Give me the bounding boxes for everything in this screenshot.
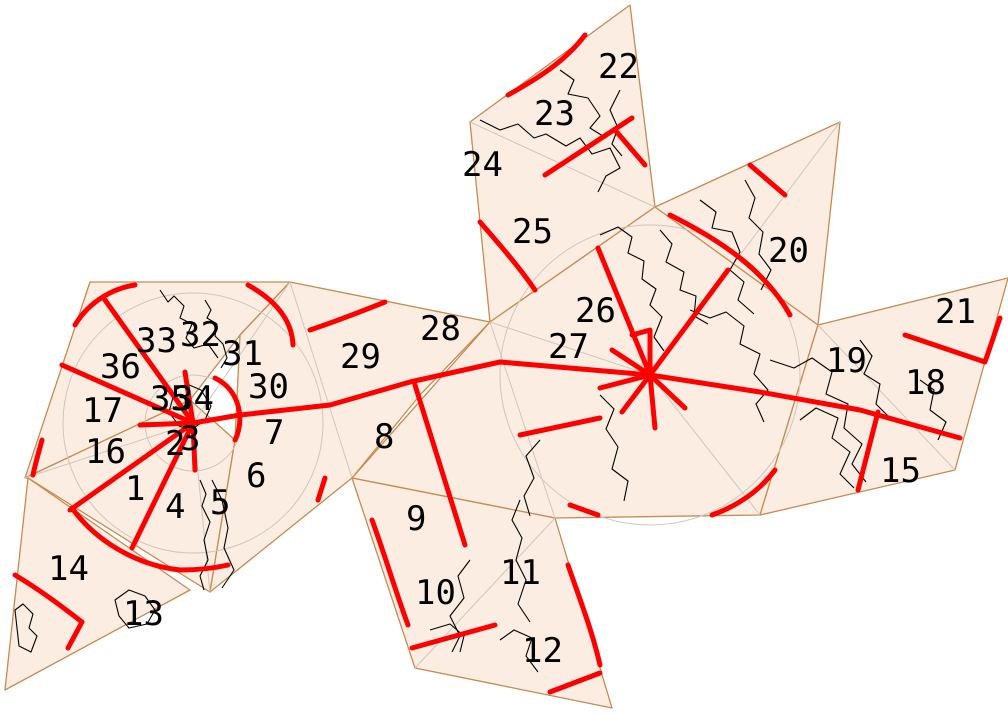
seam-25 [477, 219, 538, 293]
seam-ring-inner [212, 375, 243, 443]
seam-6-edge [315, 475, 328, 503]
seam-10 [409, 622, 498, 651]
face-label: 35 [150, 379, 191, 419]
face-label: 15 [880, 451, 921, 491]
face-label: 11 [500, 553, 541, 593]
face-label: 8 [374, 417, 394, 457]
face-label: 25 [512, 212, 553, 252]
face-label: 34 [173, 379, 214, 419]
face-labels: 22 23 24 25 26 27 20 21 19 18 15 28 29 3… [48, 47, 976, 671]
face-bottom [351, 477, 613, 709]
face-label: 2 [165, 424, 185, 464]
face-label: 10 [415, 573, 456, 613]
face-left-upper [24, 281, 291, 479]
seam-20-arc [667, 212, 793, 318]
face-label: 24 [462, 145, 503, 185]
face-label: 7 [264, 413, 284, 453]
face-label: 23 [534, 94, 575, 134]
face-label: 33 [136, 321, 177, 361]
face-label: 1 [125, 469, 145, 509]
face-label: 4 [165, 487, 185, 527]
seam-9-left [369, 517, 411, 628]
face-label: 22 [598, 47, 639, 87]
seam-main-right [647, 372, 963, 441]
face-label: 28 [420, 309, 461, 349]
face-label: 12 [522, 631, 563, 671]
seam-ray-5 [129, 420, 196, 551]
seam-23 [542, 115, 635, 178]
face-label: 19 [826, 341, 867, 381]
seam-arc-left-bottom [69, 505, 231, 573]
seam-spiral-left [72, 282, 138, 328]
face-label: 32 [180, 315, 221, 355]
seam-22 [505, 32, 588, 98]
seam-star-4 [647, 372, 658, 431]
face-label: 16 [85, 432, 126, 472]
face-label: 26 [575, 291, 616, 331]
face-center-left [209, 281, 491, 593]
face-label: 21 [935, 292, 976, 332]
face-label: 6 [246, 456, 266, 496]
seam-star-5 [629, 327, 653, 378]
face-label: 5 [210, 483, 230, 523]
face-label: 36 [100, 347, 141, 387]
seam-20-top [747, 162, 788, 198]
seam-ray-3 [137, 420, 196, 428]
face-left-lower [4, 477, 191, 691]
seam-star-6 [597, 372, 653, 391]
seam-bottom-left [567, 502, 601, 518]
seam-ray-7 [190, 420, 198, 473]
face-label: 27 [548, 327, 589, 367]
seam-18 [855, 409, 881, 493]
face-label: 3 [180, 419, 200, 459]
seam-star-3 [647, 372, 688, 411]
seam-ray-2 [59, 362, 196, 426]
seam-ray-6 [182, 369, 196, 426]
seam-26-ray [595, 245, 653, 378]
face-label: 29 [340, 337, 381, 377]
face-label: 30 [248, 367, 289, 407]
face-label: 17 [82, 391, 123, 431]
face-label: 18 [905, 363, 946, 403]
seam-lines [12, 32, 1003, 695]
face-label: 31 [222, 334, 263, 374]
seam-main-east [190, 359, 653, 426]
seam-ne-ray [647, 267, 731, 378]
seam-12-right [565, 562, 603, 668]
seam-left-edge-upper [30, 437, 45, 478]
seam-12-bottom [547, 670, 603, 695]
seam-arc-left-top [245, 282, 296, 348]
seam-8-down [412, 382, 468, 548]
face-label: 20 [768, 231, 809, 271]
face-label: 14 [48, 549, 89, 589]
seam-star-2 [619, 372, 653, 415]
seam-bottom-arc [709, 467, 778, 518]
seam-ray-1 [102, 297, 196, 426]
seam-star-1 [609, 347, 653, 378]
face-label: 9 [406, 499, 426, 539]
face-label: 13 [123, 594, 164, 634]
seam-left-edge-lower [12, 572, 85, 651]
seam-27-left [517, 415, 603, 438]
seam-ray-4 [67, 420, 196, 513]
seam-21 [902, 315, 1003, 365]
seam-29 [307, 299, 388, 333]
seam-23b [612, 127, 648, 168]
